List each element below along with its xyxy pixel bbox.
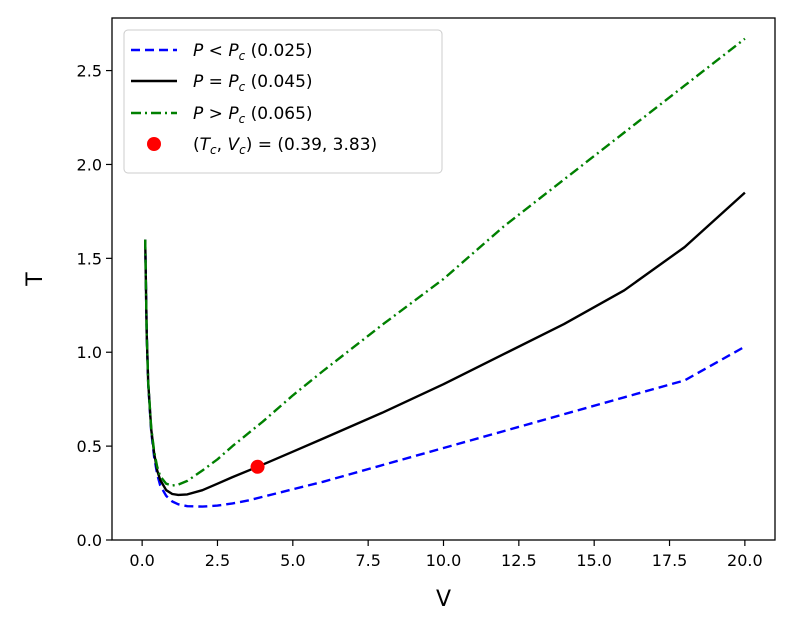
y-axis-label: T [23,272,48,287]
x-tick-label: 20.0 [727,551,763,570]
y-tick-label: 1.5 [77,249,102,268]
series-line-2 [144,191,746,497]
critical-point-marker [250,459,265,474]
legend-label-1: P < Pc (0.025) [193,41,313,63]
x-tick-label: 7.5 [355,551,380,570]
series-line-3 [144,37,746,487]
legend-box [123,29,443,174]
y-tick-label: 1.0 [77,343,102,362]
y-tick-label: 0.5 [77,437,102,456]
legend-label-2: P = Pc (0.045) [193,72,313,94]
x-tick-label: 17.5 [652,551,688,570]
legend: P < Pc (0.025) P = Pc (0.045) P > Pc (0.06… [123,29,443,174]
legend-label-critical-point: (Tc, Vc) = (0.39, 3.83) [193,135,377,157]
x-axis-ticks: 0.0 2.5 5.0 7.5 10.0 12.5 15.0 17.5 20.0 [129,540,763,570]
x-axis-label: V [436,587,451,612]
y-tick-label: 2.0 [77,155,102,174]
plot-lines [144,37,746,508]
y-tick-label: 0.0 [77,531,102,550]
y-axis-ticks: 0.0 0.5 1.0 1.5 2.0 2.5 [77,62,112,550]
x-tick-label: 0.0 [129,551,154,570]
x-tick-label: 12.5 [501,551,537,570]
x-tick-label: 5.0 [280,551,305,570]
legend-label-3: P > Pc (0.065) [193,104,313,126]
x-tick-label: 2.5 [205,551,230,570]
x-tick-label: 10.0 [426,551,462,570]
y-tick-label: 2.5 [77,62,102,81]
x-tick-label: 15.0 [576,551,612,570]
critical-point-marker-group [250,459,265,474]
legend-swatch-critical-point [147,137,161,151]
